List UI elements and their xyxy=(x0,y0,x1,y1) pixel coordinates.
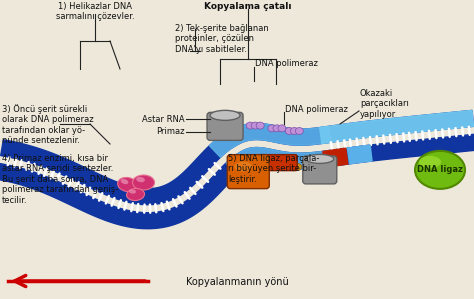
FancyBboxPatch shape xyxy=(303,156,337,184)
Ellipse shape xyxy=(268,125,276,132)
Ellipse shape xyxy=(244,163,252,170)
Text: DNA ligaz: DNA ligaz xyxy=(417,165,463,174)
Ellipse shape xyxy=(246,122,254,129)
Polygon shape xyxy=(0,134,474,229)
Ellipse shape xyxy=(289,164,297,170)
Ellipse shape xyxy=(136,177,145,182)
Ellipse shape xyxy=(227,130,235,137)
Ellipse shape xyxy=(234,162,252,172)
Ellipse shape xyxy=(238,163,246,170)
Polygon shape xyxy=(319,110,474,144)
Ellipse shape xyxy=(221,130,229,137)
Ellipse shape xyxy=(129,189,136,194)
Ellipse shape xyxy=(419,156,441,168)
Text: 3) Öncü şerit sürekli
olarak DNA polimeraz
tarafından oklar yö-
nünde sentezleni: 3) Öncü şerit sürekli olarak DNA polimer… xyxy=(2,104,94,145)
Ellipse shape xyxy=(118,177,137,192)
Text: DNA polimeraz: DNA polimeraz xyxy=(285,104,348,114)
Ellipse shape xyxy=(121,179,128,184)
Ellipse shape xyxy=(273,160,281,167)
Ellipse shape xyxy=(210,110,240,120)
Text: Okazaki
parçacıkları
yapılıyor: Okazaki parçacıkları yapılıyor xyxy=(360,89,409,119)
Ellipse shape xyxy=(285,127,293,135)
Polygon shape xyxy=(0,110,474,205)
Text: Primaz: Primaz xyxy=(156,127,185,137)
Text: 4) Primaz enzimi, kısa bir
astar RNA şeridi sentezler.
Bu şerit daha sonra, DNA
: 4) Primaz enzimi, kısa bir astar RNA şer… xyxy=(2,154,118,205)
Polygon shape xyxy=(226,147,334,175)
FancyBboxPatch shape xyxy=(207,112,243,140)
Ellipse shape xyxy=(234,163,242,170)
Ellipse shape xyxy=(268,160,276,167)
Text: 1) Helikazlar DNA
sarmalını çözevler.: 1) Helikazlar DNA sarmalını çözevler. xyxy=(55,2,134,22)
Ellipse shape xyxy=(294,164,302,170)
Ellipse shape xyxy=(415,151,465,189)
Ellipse shape xyxy=(273,125,281,132)
Ellipse shape xyxy=(278,125,286,132)
Ellipse shape xyxy=(256,122,264,129)
Ellipse shape xyxy=(252,158,260,165)
Text: Kopyalanmanın yönü: Kopyalanmanın yönü xyxy=(186,277,288,287)
Ellipse shape xyxy=(284,164,292,170)
Ellipse shape xyxy=(306,154,334,164)
Text: 2) Tek-şerite bağlanan
proteinler, çözülen
DNA'yı sabitleler.: 2) Tek-şerite bağlanan proteinler, çözül… xyxy=(175,24,269,54)
FancyBboxPatch shape xyxy=(258,155,297,171)
Polygon shape xyxy=(210,123,331,157)
Ellipse shape xyxy=(295,127,303,135)
Ellipse shape xyxy=(133,175,155,190)
Ellipse shape xyxy=(257,158,265,165)
FancyBboxPatch shape xyxy=(227,155,269,189)
Ellipse shape xyxy=(127,188,145,201)
Ellipse shape xyxy=(251,122,259,129)
Ellipse shape xyxy=(263,160,271,167)
Ellipse shape xyxy=(247,158,255,165)
Ellipse shape xyxy=(231,130,239,137)
Text: DNA polimeraz: DNA polimeraz xyxy=(255,60,318,68)
Text: 5) DNA ligaz, parçala-
rı büyüyen şerite bir-
leştirir.: 5) DNA ligaz, parçala- rı büyüyen şerite… xyxy=(228,154,319,184)
Text: Astar RNA: Astar RNA xyxy=(142,115,185,123)
Text: Kopyalama çatalı: Kopyalama çatalı xyxy=(204,2,292,11)
Polygon shape xyxy=(347,145,372,164)
Polygon shape xyxy=(323,148,348,167)
Ellipse shape xyxy=(290,127,298,135)
